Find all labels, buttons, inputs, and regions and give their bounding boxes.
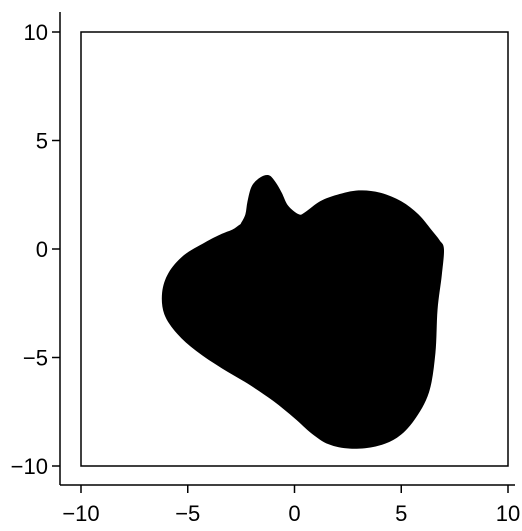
y-tick-label: −10 xyxy=(11,454,48,479)
plot-frame xyxy=(80,31,509,467)
y-ticks: −10 −5 0 5 10 xyxy=(11,20,60,479)
y-tick-label: 0 xyxy=(36,237,48,262)
filled-region-0 xyxy=(161,174,445,449)
y-tick-label: 5 xyxy=(36,129,48,154)
series-layer xyxy=(161,174,445,449)
x-tick-label: −10 xyxy=(62,501,99,526)
x-ticks: −10 −5 0 5 10 xyxy=(62,485,520,526)
y-tick-label: 10 xyxy=(24,20,48,45)
x-tick-label: 5 xyxy=(395,501,407,526)
y-tick-label: −5 xyxy=(23,346,48,371)
x-tick-label: 10 xyxy=(496,501,520,526)
x-tick-label: 0 xyxy=(288,501,300,526)
x-tick-label: −5 xyxy=(175,501,200,526)
